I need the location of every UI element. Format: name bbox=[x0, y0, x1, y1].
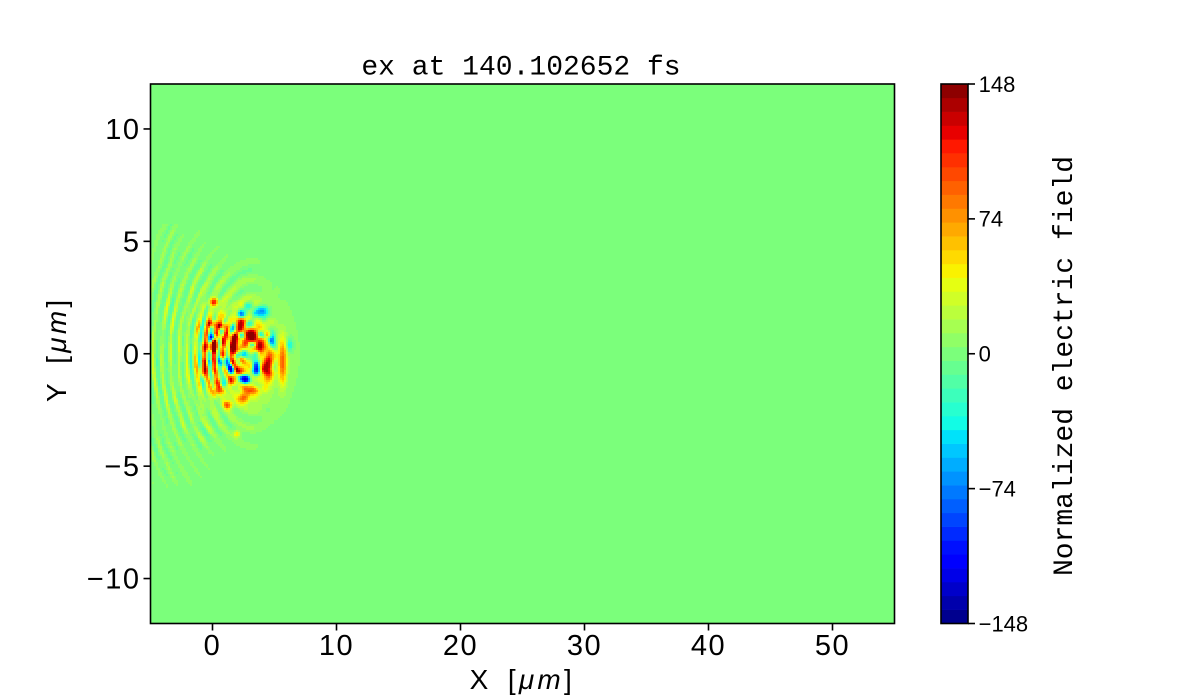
svg-text:0: 0 bbox=[123, 339, 141, 371]
svg-text:X: X bbox=[470, 664, 489, 695]
svg-text:−148: −148 bbox=[979, 611, 1029, 636]
svg-text:40: 40 bbox=[691, 630, 726, 662]
svg-text:5: 5 bbox=[123, 226, 141, 258]
svg-text:−5: −5 bbox=[104, 451, 140, 483]
svg-text:Y: Y bbox=[41, 383, 72, 402]
svg-text:−10: −10 bbox=[87, 564, 141, 596]
svg-text:50: 50 bbox=[815, 630, 850, 662]
svg-text:30: 30 bbox=[567, 630, 602, 662]
svg-text:[μm]: [μm] bbox=[41, 297, 72, 364]
svg-text:−74: −74 bbox=[979, 476, 1016, 501]
svg-text:Normalized electric field: Normalized electric field bbox=[1050, 156, 1081, 576]
svg-text:74: 74 bbox=[979, 207, 1003, 232]
svg-text:[μm]: [μm] bbox=[508, 664, 575, 695]
svg-text:0: 0 bbox=[979, 342, 991, 367]
svg-text:0: 0 bbox=[204, 630, 222, 662]
svg-text:148: 148 bbox=[979, 72, 1016, 97]
svg-text:10: 10 bbox=[105, 114, 140, 146]
svg-text:10: 10 bbox=[319, 630, 354, 662]
svg-text:ex at 140.102652 fs: ex at 140.102652 fs bbox=[361, 53, 680, 84]
svg-text:20: 20 bbox=[443, 630, 478, 662]
